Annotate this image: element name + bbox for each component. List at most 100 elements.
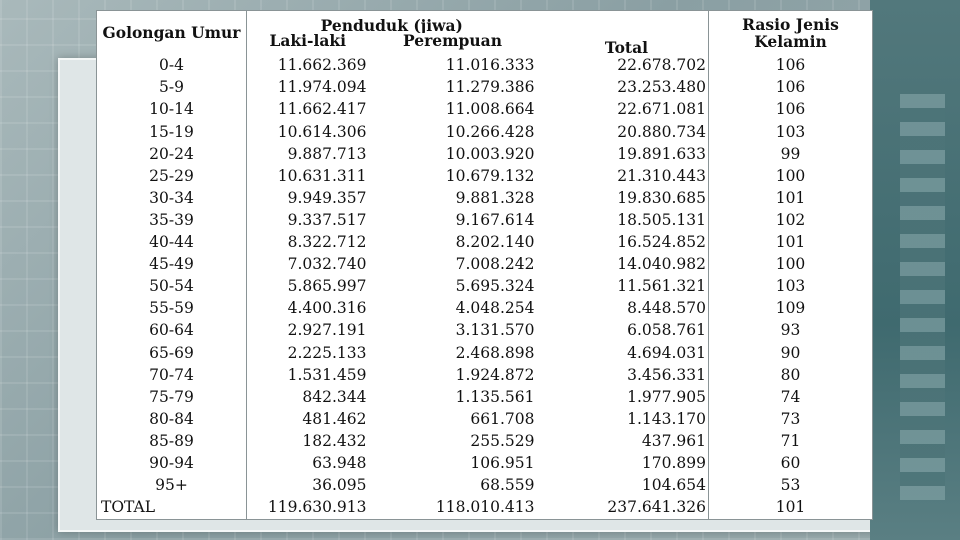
- cell-total: 18.505.131: [617, 210, 706, 229]
- cell-male: 8.322.712: [287, 233, 367, 252]
- table-row: 50-54 5.865.997 5.695.324 11.561.321 103: [96, 275, 873, 299]
- cell-age-group: 5-9: [96, 77, 247, 100]
- cell-sex-ratio: 73: [708, 408, 873, 431]
- cell-female: 255.529: [470, 431, 535, 450]
- table-row: 95+ 36.095 68.559 104.654 53: [96, 474, 873, 497]
- header-total: Total: [604, 37, 648, 55]
- cell-total: 14.040.982: [617, 255, 706, 274]
- cell-total: 22.671.081: [617, 100, 706, 119]
- cell-female: 10.003.920: [445, 144, 535, 163]
- table-row: 5-9 11.974.094 11.279.386 23.253.480 106: [96, 77, 873, 100]
- cell-sex-ratio: 90: [708, 342, 873, 365]
- cell-age-group: 30-34: [96, 187, 247, 210]
- cell-age-group: 40-44: [96, 231, 247, 254]
- table-row: 75-79 842.344 1.135.561 1.977.905 74: [96, 386, 873, 409]
- cell-total: 16.524.852: [617, 233, 706, 252]
- table-row: 90-94 63.948 106.951 170.899 60: [96, 452, 873, 475]
- cell-sex-ratio: 102: [708, 209, 873, 232]
- cell-total-female: 118.010.413: [435, 498, 535, 517]
- header-male: Laki-laki: [269, 33, 347, 50]
- cell-male: 7.032.740: [287, 255, 367, 274]
- table-header: Golongan Umur Penduduk (jiwa) Total Rasi…: [96, 10, 873, 55]
- cell-total: 1.977.905: [627, 387, 706, 406]
- cell-total-label: TOTAL: [96, 496, 247, 520]
- cell-age-group: 85-89: [96, 430, 247, 453]
- cell-male: 4.400.316: [287, 299, 367, 318]
- cell-female: 10.266.428: [445, 122, 535, 141]
- cell-female: 7.008.242: [455, 255, 535, 274]
- cell-female: 11.016.333: [445, 56, 535, 75]
- cell-total-ratio: 101: [708, 496, 873, 520]
- cell-male: 11.662.417: [277, 100, 367, 119]
- cell-male: 10.614.306: [277, 122, 367, 141]
- cell-age-group: 25-29: [96, 165, 247, 188]
- header-row-top: Golongan Umur Penduduk (jiwa) Total Rasi…: [96, 10, 873, 55]
- cell-total: 170.899: [641, 453, 706, 472]
- cell-age-group: 90-94: [96, 452, 247, 475]
- cell-female: 3.131.570: [455, 321, 535, 340]
- cell-male: 842.344: [302, 387, 367, 406]
- table-row: 45-49 7.032.740 7.008.242 14.040.982 100: [96, 253, 873, 276]
- cell-age-group: 95+: [96, 474, 247, 497]
- table-row: 80-84 481.462 661.708 1.143.170 73: [96, 408, 873, 431]
- population-table: Golongan Umur Penduduk (jiwa) Total Rasi…: [96, 10, 873, 520]
- header-age-group: Golongan Umur: [96, 10, 247, 55]
- cell-sex-ratio: 106: [708, 99, 873, 122]
- cell-age-group: 65-69: [96, 342, 247, 365]
- cell-male: 2.225.133: [287, 343, 367, 362]
- cell-male: 9.887.713: [287, 144, 367, 163]
- header-sex-ratio: Rasio Jenis Kelamin: [708, 10, 873, 55]
- cell-sex-ratio: 100: [708, 165, 873, 188]
- cell-total: 11.561.321: [617, 277, 706, 296]
- cell-female: 9.167.614: [455, 210, 535, 229]
- cell-sex-ratio: 100: [708, 253, 873, 276]
- cell-female: 11.008.664: [445, 100, 535, 119]
- cell-total: 6.058.761: [627, 321, 706, 340]
- cell-total: 19.830.685: [617, 188, 706, 207]
- table-row: 60-64 2.927.191 3.131.570 6.058.761 93: [96, 320, 873, 343]
- table-row: 65-69 2.225.133 2.468.898 4.694.031 90: [96, 342, 873, 365]
- cell-total: 20.880.734: [617, 122, 706, 141]
- cell-total-male: 119.630.913: [267, 498, 367, 517]
- cell-female: 11.279.386: [445, 78, 535, 97]
- cell-female: 1.135.561: [455, 387, 535, 406]
- cell-total: 104.654: [641, 476, 706, 495]
- cell-total: 19.891.633: [617, 144, 706, 163]
- table-row: 85-89 182.432 255.529 437.961 71: [96, 430, 873, 453]
- cell-male: 10.631.311: [277, 166, 367, 185]
- cell-male: 5.865.997: [287, 277, 367, 296]
- cell-male: 182.432: [302, 431, 367, 450]
- table-row: 30-34 9.949.357 9.881.328 19.830.685 101: [96, 187, 873, 210]
- cell-total: 8.448.570: [627, 299, 706, 318]
- cell-sex-ratio: 109: [708, 298, 873, 321]
- cell-total: 21.310.443: [617, 166, 706, 185]
- cell-female: 106.951: [470, 453, 535, 472]
- header-population: Penduduk (jiwa): [320, 15, 463, 33]
- cell-female: 68.559: [480, 476, 535, 495]
- cell-age-group: 60-64: [96, 320, 247, 343]
- cell-male: 9.949.357: [287, 188, 367, 207]
- table-row: 55-59 4.400.316 4.048.254 8.448.570 109: [96, 298, 873, 321]
- cell-sex-ratio: 71: [708, 430, 873, 453]
- cell-age-group: 70-74: [96, 364, 247, 387]
- cell-female: 10.679.132: [445, 166, 535, 185]
- table-body: 0-4 11.662.369 11.016.333 22.678.702 106 5-9 1…: [96, 55, 873, 520]
- cell-total-total: 237.641.326: [607, 498, 706, 517]
- cell-female: 8.202.140: [455, 233, 535, 252]
- cell-sex-ratio: 99: [708, 143, 873, 166]
- cell-male: 2.927.191: [287, 321, 367, 340]
- cell-female: 1.924.872: [455, 365, 535, 384]
- table-row: 15-19 10.614.306 10.266.428 20.880.734 103: [96, 121, 873, 144]
- cell-age-group: 0-4: [96, 55, 247, 78]
- cell-male: 63.948: [312, 453, 367, 472]
- cell-total: 1.143.170: [627, 409, 706, 428]
- cell-male: 11.974.094: [277, 78, 367, 97]
- table-row: 10-14 11.662.417 11.008.664 22.671.081 106: [96, 99, 873, 122]
- cell-sex-ratio: 106: [708, 55, 873, 78]
- cell-male: 9.337.517: [287, 210, 367, 229]
- cell-age-group: 35-39: [96, 209, 247, 232]
- cell-sex-ratio: 103: [708, 121, 873, 144]
- cell-sex-ratio: 101: [708, 231, 873, 254]
- cell-female: 4.048.254: [455, 299, 535, 318]
- cell-sex-ratio: 74: [708, 386, 873, 409]
